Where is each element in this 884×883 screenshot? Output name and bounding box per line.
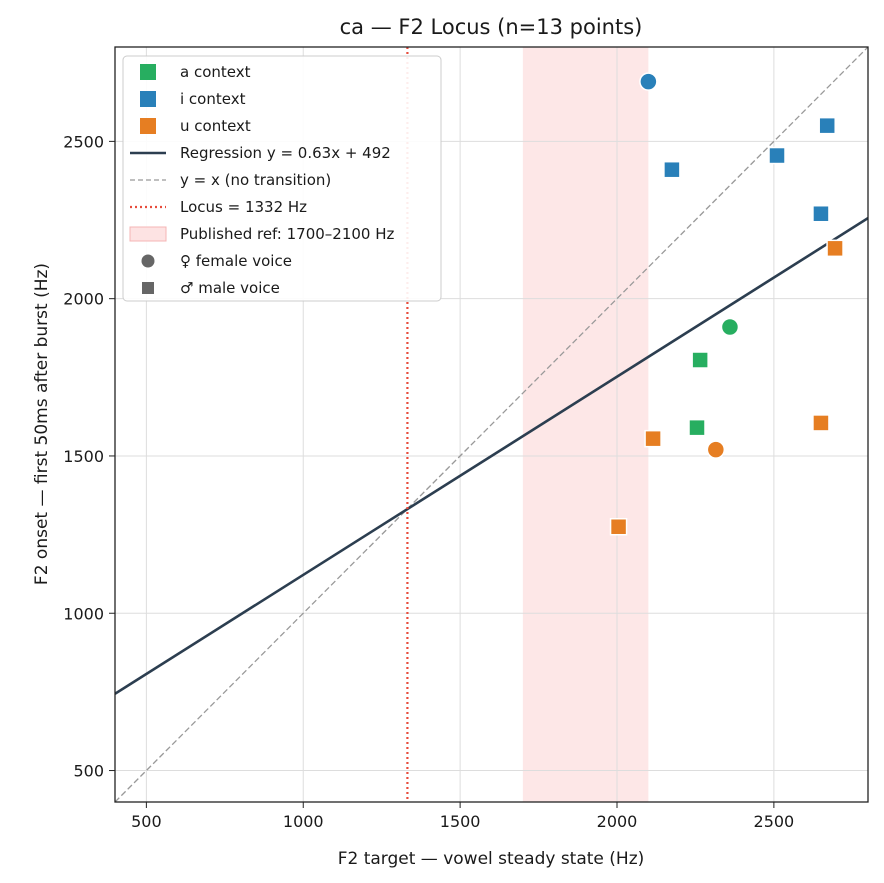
legend-entry-8-marker xyxy=(142,282,154,294)
data-point-a-male xyxy=(688,418,706,437)
y-axis-label: F2 onset — first 50ms after burst (Hz) xyxy=(32,263,52,585)
data-point-i-male xyxy=(663,160,681,179)
data-point-u-male xyxy=(826,239,844,258)
plot-frame xyxy=(114,46,869,803)
data-point-a-male xyxy=(691,351,709,369)
data-point-u-male xyxy=(812,414,830,432)
chart-title: ca — F2 Locus (n=13 points) xyxy=(340,15,643,39)
data-point-i-male xyxy=(768,146,786,165)
legend-entry-6-label: Published ref: 1700–2100 Hz xyxy=(180,225,395,243)
regression-line xyxy=(115,217,868,695)
data-point-i-female xyxy=(639,72,658,91)
data-point-a-female xyxy=(720,317,740,337)
y-tick-label: 1000 xyxy=(63,604,104,623)
legend-entry-6-marker xyxy=(129,226,167,242)
x-axis-label: F2 target — vowel steady state (Hz) xyxy=(338,849,645,869)
legend-entry-2-marker xyxy=(140,118,156,134)
legend-entry-7-label: ♀ female voice xyxy=(180,252,292,270)
data-point-i-male xyxy=(812,204,830,223)
legend-entry-7-marker xyxy=(141,254,155,268)
legend-entry-4-label: y = x (no transition) xyxy=(180,171,331,189)
x-tick-label: 1000 xyxy=(283,812,324,831)
y-tick-label: 2000 xyxy=(63,290,104,309)
legend-entry-0-marker xyxy=(140,64,156,80)
y-tick-label: 500 xyxy=(73,762,104,781)
legend-entry-0-label: a context xyxy=(180,63,251,81)
data-point-i-male xyxy=(818,116,836,135)
legend-entry-5-label: Locus = 1332 Hz xyxy=(180,198,307,216)
data-point-u-male xyxy=(609,517,628,536)
published-ref-band xyxy=(522,47,649,802)
legend-entry-3-label: Regression y = 0.63x + 492 xyxy=(180,144,391,162)
legend-entry-2-label: u context xyxy=(180,117,251,135)
x-tick-label: 1500 xyxy=(440,812,481,831)
x-tick-label: 2500 xyxy=(754,812,795,831)
legend-entry-1-label: i context xyxy=(180,90,246,108)
identity-line xyxy=(115,47,868,802)
legend: a context i context u context Regression y … xyxy=(122,55,442,302)
y-tick-label: 1500 xyxy=(63,447,104,466)
x-tick-label: 2000 xyxy=(597,812,638,831)
data-point-u-male xyxy=(644,429,662,448)
x-tick-label: 500 xyxy=(131,812,162,831)
legend-entry-1-marker xyxy=(140,91,156,107)
legend-entry-8-label: ♂ male voice xyxy=(180,279,280,297)
data-point-u-female xyxy=(706,440,726,459)
legend-box xyxy=(122,55,442,302)
y-tick-label: 2500 xyxy=(63,132,104,151)
